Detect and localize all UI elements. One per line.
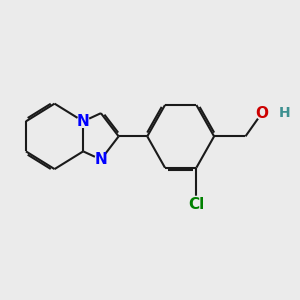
Text: H: H <box>279 106 291 120</box>
Circle shape <box>188 196 205 213</box>
Text: N: N <box>94 152 107 167</box>
Circle shape <box>95 154 107 166</box>
Text: O: O <box>255 106 268 121</box>
Circle shape <box>280 108 290 118</box>
Text: Cl: Cl <box>188 197 205 212</box>
Circle shape <box>77 116 89 128</box>
Circle shape <box>256 107 268 119</box>
Text: N: N <box>77 114 90 129</box>
